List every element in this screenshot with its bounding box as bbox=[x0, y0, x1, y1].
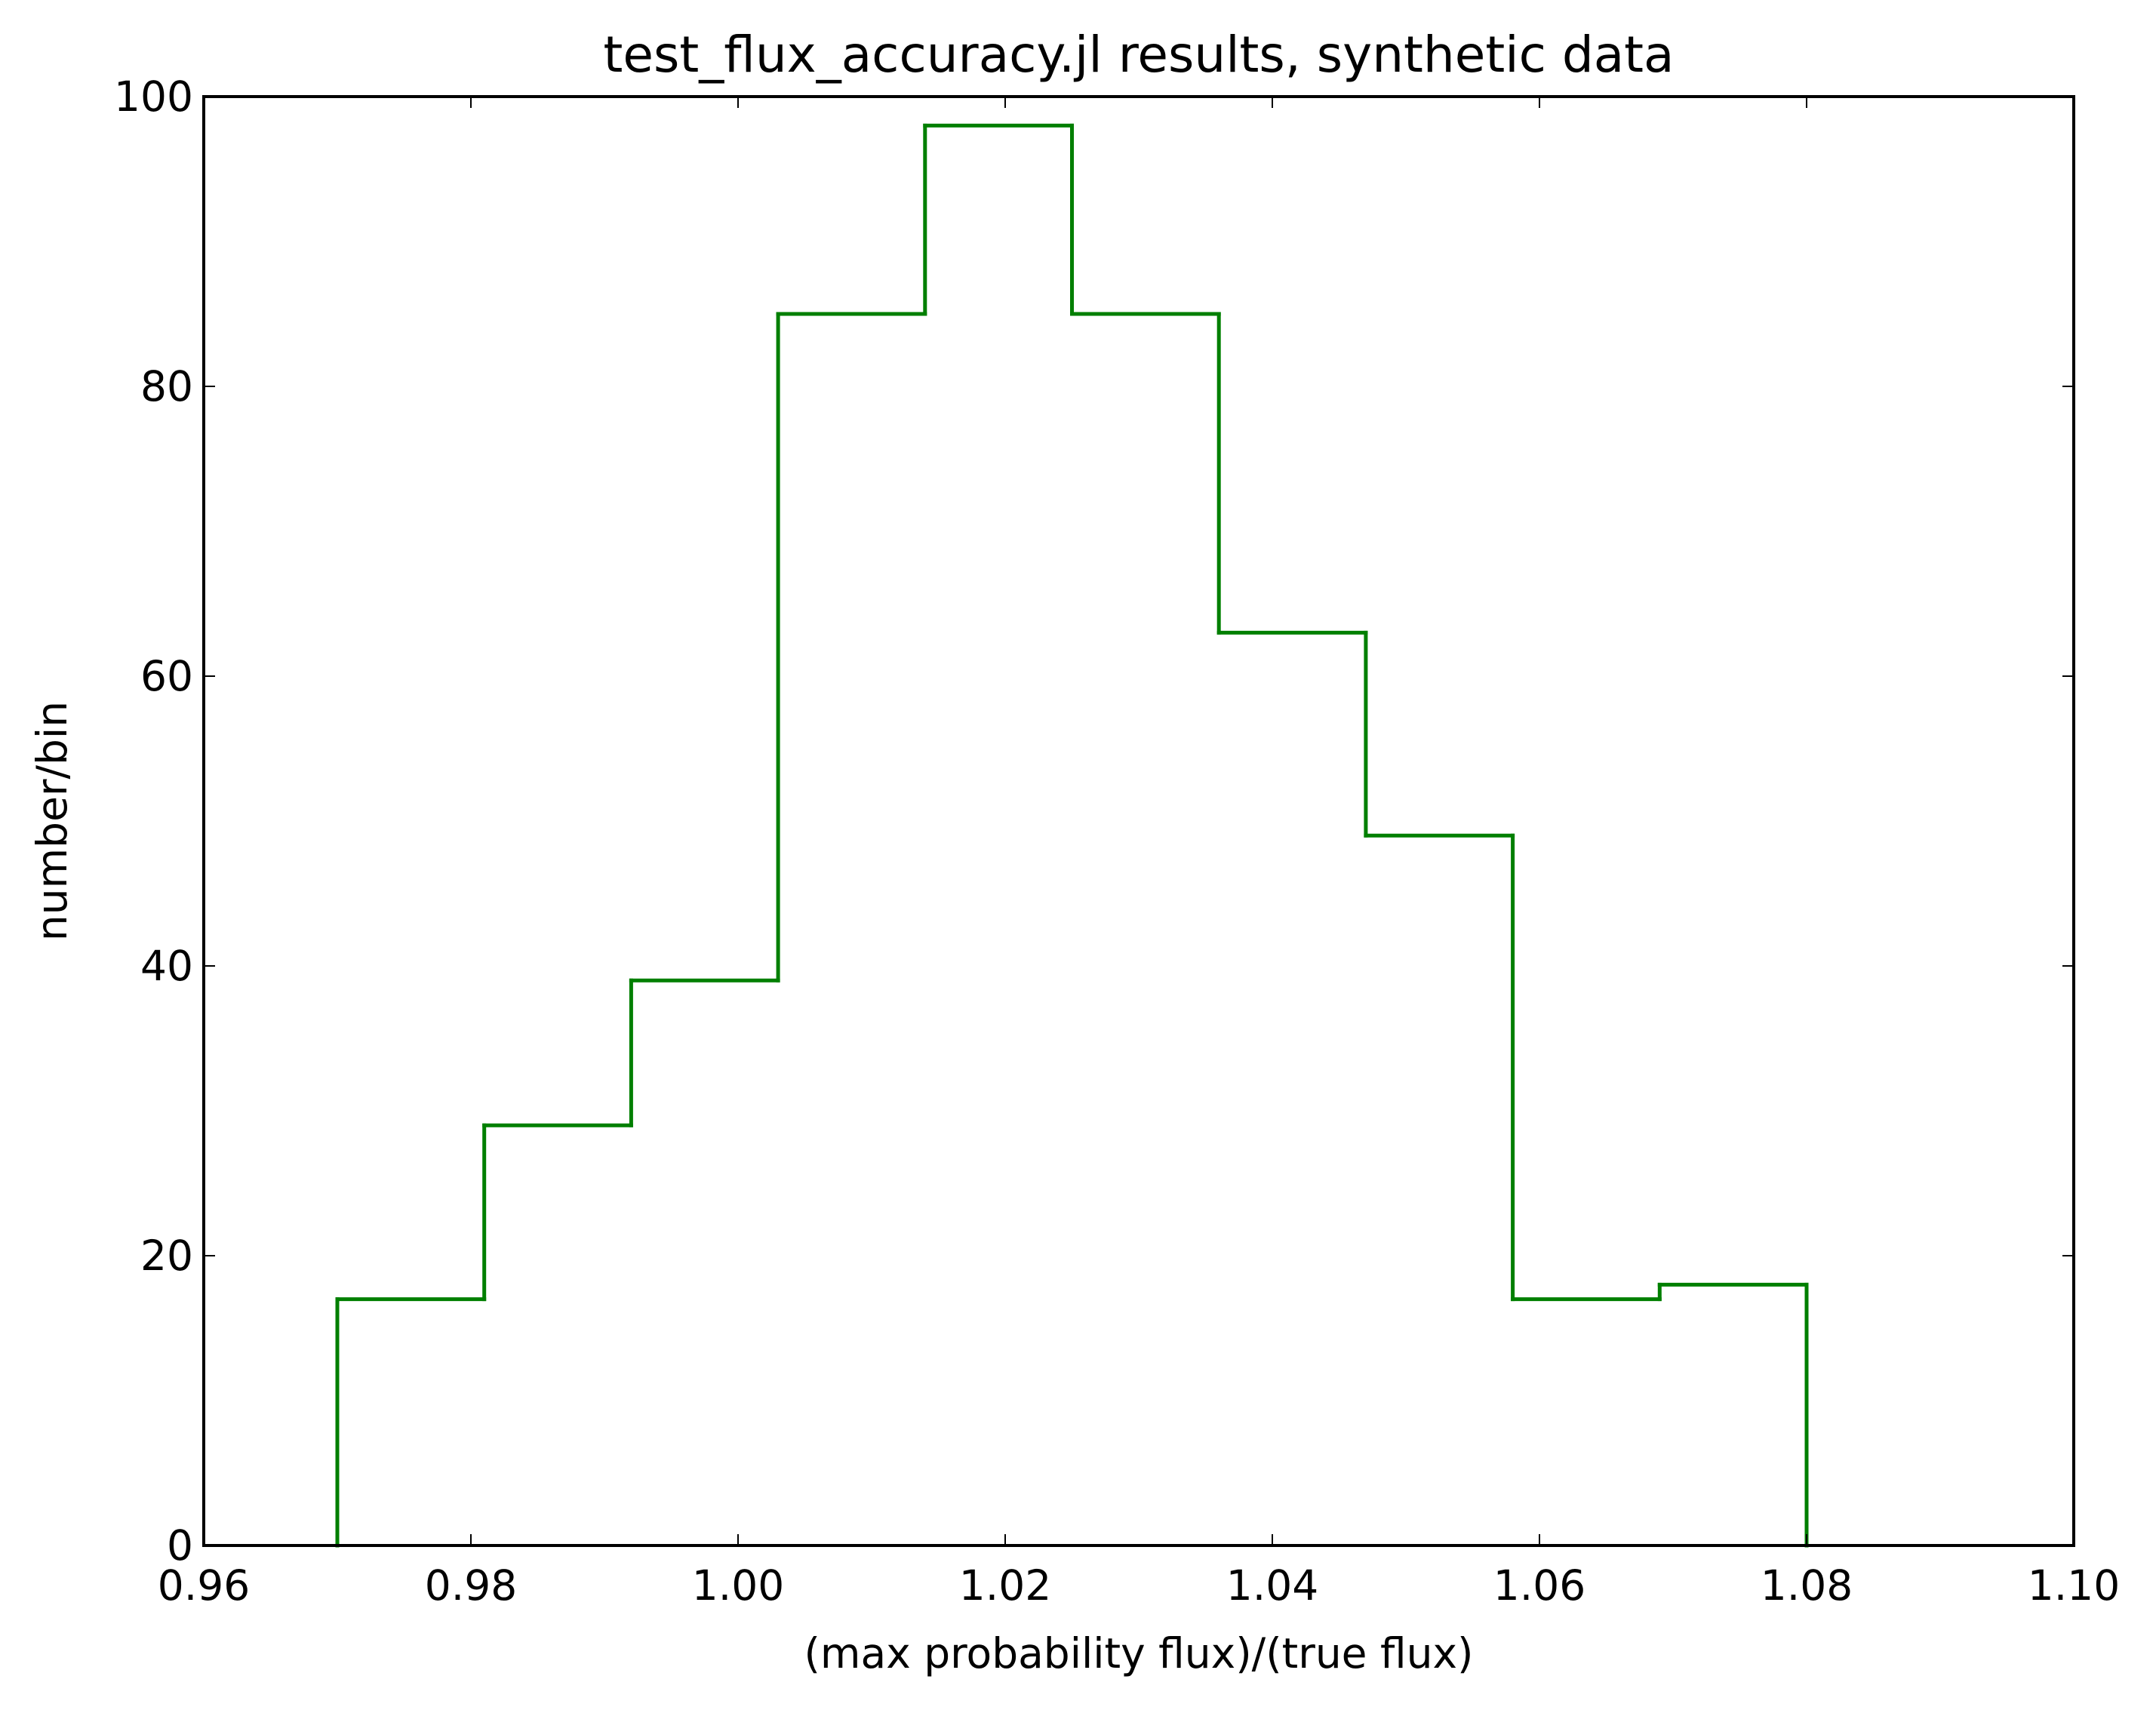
plot-frame bbox=[202, 95, 2075, 1547]
x-tick-label: 0.98 bbox=[425, 1561, 517, 1610]
x-tick-label: 0.96 bbox=[158, 1561, 250, 1610]
y-axis-label: number/bin bbox=[28, 701, 76, 941]
y-tick-label: 0 bbox=[167, 1521, 193, 1570]
x-tick-label: 1.02 bbox=[959, 1561, 1051, 1610]
x-tick-label: 1.10 bbox=[2028, 1561, 2120, 1610]
y-tick-label: 80 bbox=[140, 362, 193, 411]
y-tick-label: 40 bbox=[140, 942, 193, 990]
y-tick-label: 20 bbox=[140, 1232, 193, 1280]
x-tick-label: 1.04 bbox=[1226, 1561, 1318, 1610]
x-tick-label: 1.06 bbox=[1493, 1561, 1585, 1610]
x-axis-label: (max probability flux)/(true flux) bbox=[804, 1629, 1473, 1678]
y-tick-label: 100 bbox=[114, 72, 193, 121]
x-tick-label: 1.08 bbox=[1761, 1561, 1853, 1610]
y-tick-label: 60 bbox=[140, 652, 193, 700]
x-tick-label: 1.00 bbox=[692, 1561, 784, 1610]
chart-title: test_flux_accuracy.jl results, synthetic… bbox=[604, 26, 1675, 84]
